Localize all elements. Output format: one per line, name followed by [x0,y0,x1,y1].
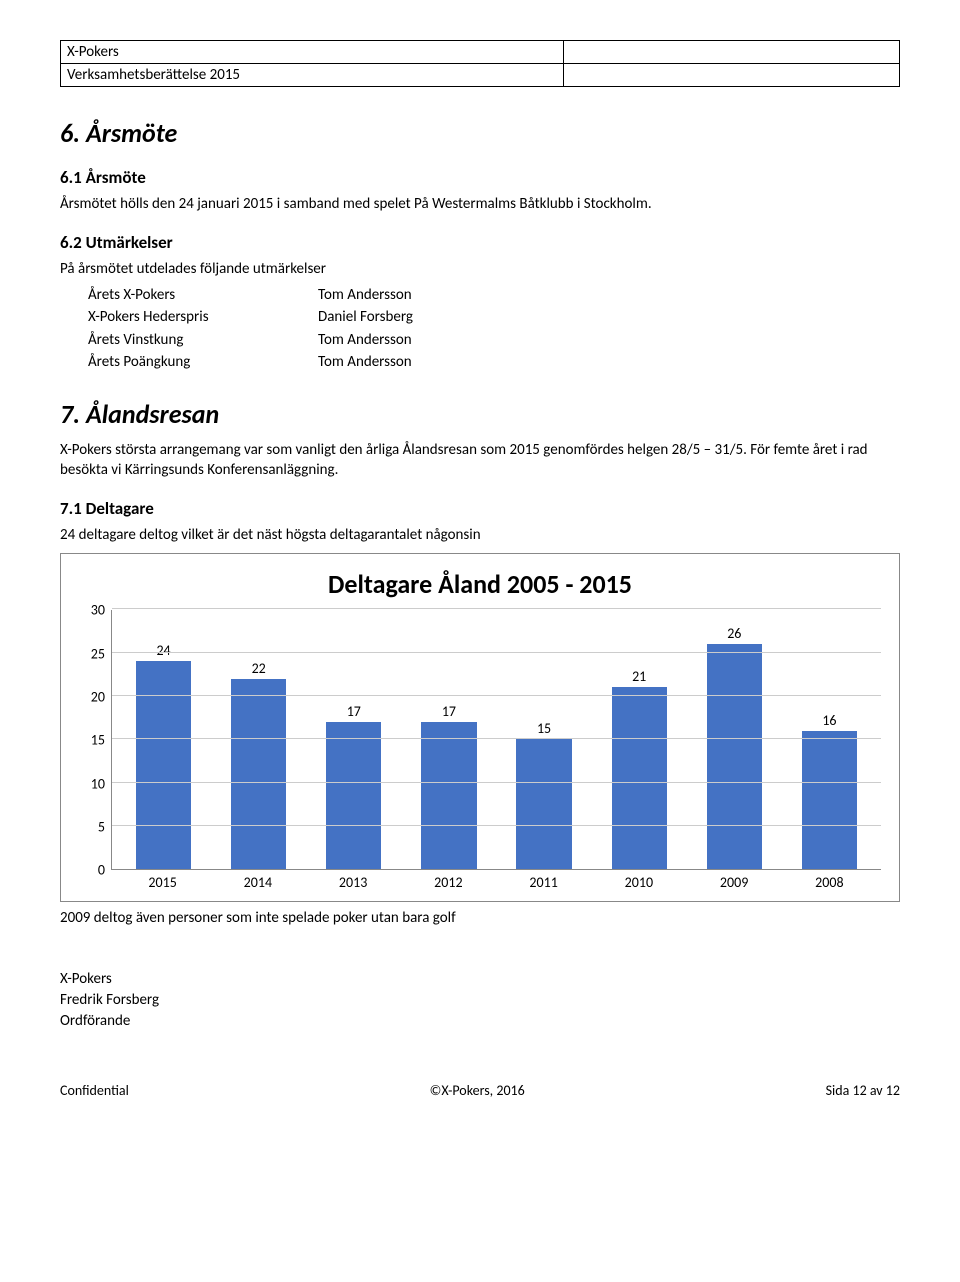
award-name: Tom Andersson [318,351,900,374]
award-name: Daniel Forsberg [318,306,900,329]
gridline [112,695,881,696]
y-tick-label: 15 [91,732,105,749]
y-tick-label: 25 [91,645,105,662]
x-tick-label: 2008 [782,874,877,891]
x-tick-label: 2010 [591,874,686,891]
bar-slot: 21 [592,610,687,869]
award-label: X-Pokers Hederspris [88,306,318,329]
bar-value-label: 16 [822,712,836,729]
header-table: X-Pokers Verksamhetsberättelse 2015 [60,40,900,87]
document-page: X-Pokers Verksamhetsberättelse 2015 6. Å… [0,0,960,1129]
header-empty-2 [564,64,900,87]
bar-value-label: 26 [727,625,741,642]
award-label: Årets Poängkung [88,351,318,374]
checkbox-icon [60,351,88,374]
y-tick-label: 10 [91,775,105,792]
chart-container: Deltagare Åland 2005 - 2015 0 5 10 15 20 25 30… [60,553,900,902]
header-empty-1 [564,41,900,64]
gridline [112,652,881,653]
bar-slot: 17 [306,610,401,869]
award-label: Årets Vinstkung [88,329,318,352]
bar [421,722,476,869]
chart-bars: 24 22 17 17 15 21 26 16 [112,610,881,869]
gridline [112,782,881,783]
bar [136,661,191,869]
y-tick-label: 30 [91,602,105,619]
bar [326,722,381,869]
page-footer: Confidential ©X-Pokers, 2016 Sida 12 av … [60,1082,900,1099]
gridline [112,608,881,609]
x-tick-label: 2014 [210,874,305,891]
bar-value-label: 17 [347,703,361,720]
award-row: Årets VinstkungTom Andersson [60,329,900,352]
chart-note: 2009 deltog även personer som inte spela… [60,908,900,928]
x-tick-label: 2009 [687,874,782,891]
gridline [112,738,881,739]
x-tick-label: 2012 [401,874,496,891]
checkbox-icon [60,306,88,329]
signature-block: X-Pokers Fredrik Forsberg Ordförande [60,969,900,1032]
y-tick-label: 0 [98,862,105,879]
section-6-1-text: Årsmötet hölls den 24 januari 2015 i sam… [60,194,900,214]
section-6-2-title: 6.2 Utmärkelser [60,232,900,253]
chart-y-axis: 051015202530 [79,610,111,870]
x-tick-label: 2011 [496,874,591,891]
section-7-1-title: 7.1 Deltagare [60,498,900,519]
bar-slot: 22 [211,610,306,869]
section-7-1-text: 24 deltagare deltog vilket är det näst h… [60,525,900,545]
section-6-title: 6. Årsmöte [60,117,900,149]
section-6-2-intro: På årsmötet utdelades följande utmärkels… [60,259,900,279]
award-row: X-Pokers HedersprisDaniel Forsberg [60,306,900,329]
signature-name: Fredrik Forsberg [60,990,900,1011]
bar [231,679,286,870]
bar-value-label: 22 [252,660,266,677]
bar-slot: 17 [401,610,496,869]
section-6-1-title: 6.1 Årsmöte [60,167,900,188]
footer-left: Confidential [60,1082,129,1099]
y-tick-label: 20 [91,688,105,705]
checkbox-icon [60,329,88,352]
awards-list: Årets X-PokersTom AnderssonX-Pokers Hede… [60,284,900,374]
chart-title: Deltagare Åland 2005 - 2015 [79,568,881,600]
award-row: Årets PoängkungTom Andersson [60,351,900,374]
bar-value-label: 21 [632,668,646,685]
signature-org: X-Pokers [60,969,900,990]
bar-value-label: 15 [537,720,551,737]
award-label: Årets X-Pokers [88,284,318,307]
checkbox-icon [60,284,88,307]
section-7-title: 7. Ålandsresan [60,398,900,430]
footer-center: ©X-Pokers, 2016 [430,1082,525,1099]
chart-x-labels: 20152014201320122011201020092008 [111,870,881,891]
bar-slot: 26 [687,610,782,869]
bar [707,644,762,869]
bar-slot: 15 [497,610,592,869]
signature-role: Ordförande [60,1011,900,1032]
bar-value-label: 17 [442,703,456,720]
bar [612,687,667,869]
header-org: X-Pokers [61,41,564,64]
bar-slot: 16 [782,610,877,869]
section-7-intro: X-Pokers största arrangemang var som van… [60,440,900,481]
x-tick-label: 2013 [306,874,401,891]
award-name: Tom Andersson [318,329,900,352]
award-name: Tom Andersson [318,284,900,307]
award-row: Årets X-PokersTom Andersson [60,284,900,307]
bar [802,731,857,870]
bar-slot: 24 [116,610,211,869]
chart-plot: 051015202530 2422171715212616 [79,610,881,870]
chart-plot-area: 24 22 17 17 15 21 26 16 [111,610,881,870]
y-tick-label: 5 [98,818,105,835]
bar [516,739,571,869]
x-tick-label: 2015 [115,874,210,891]
gridline [112,825,881,826]
footer-right: Sida 12 av 12 [826,1082,900,1099]
header-doc-title: Verksamhetsberättelse 2015 [61,64,564,87]
